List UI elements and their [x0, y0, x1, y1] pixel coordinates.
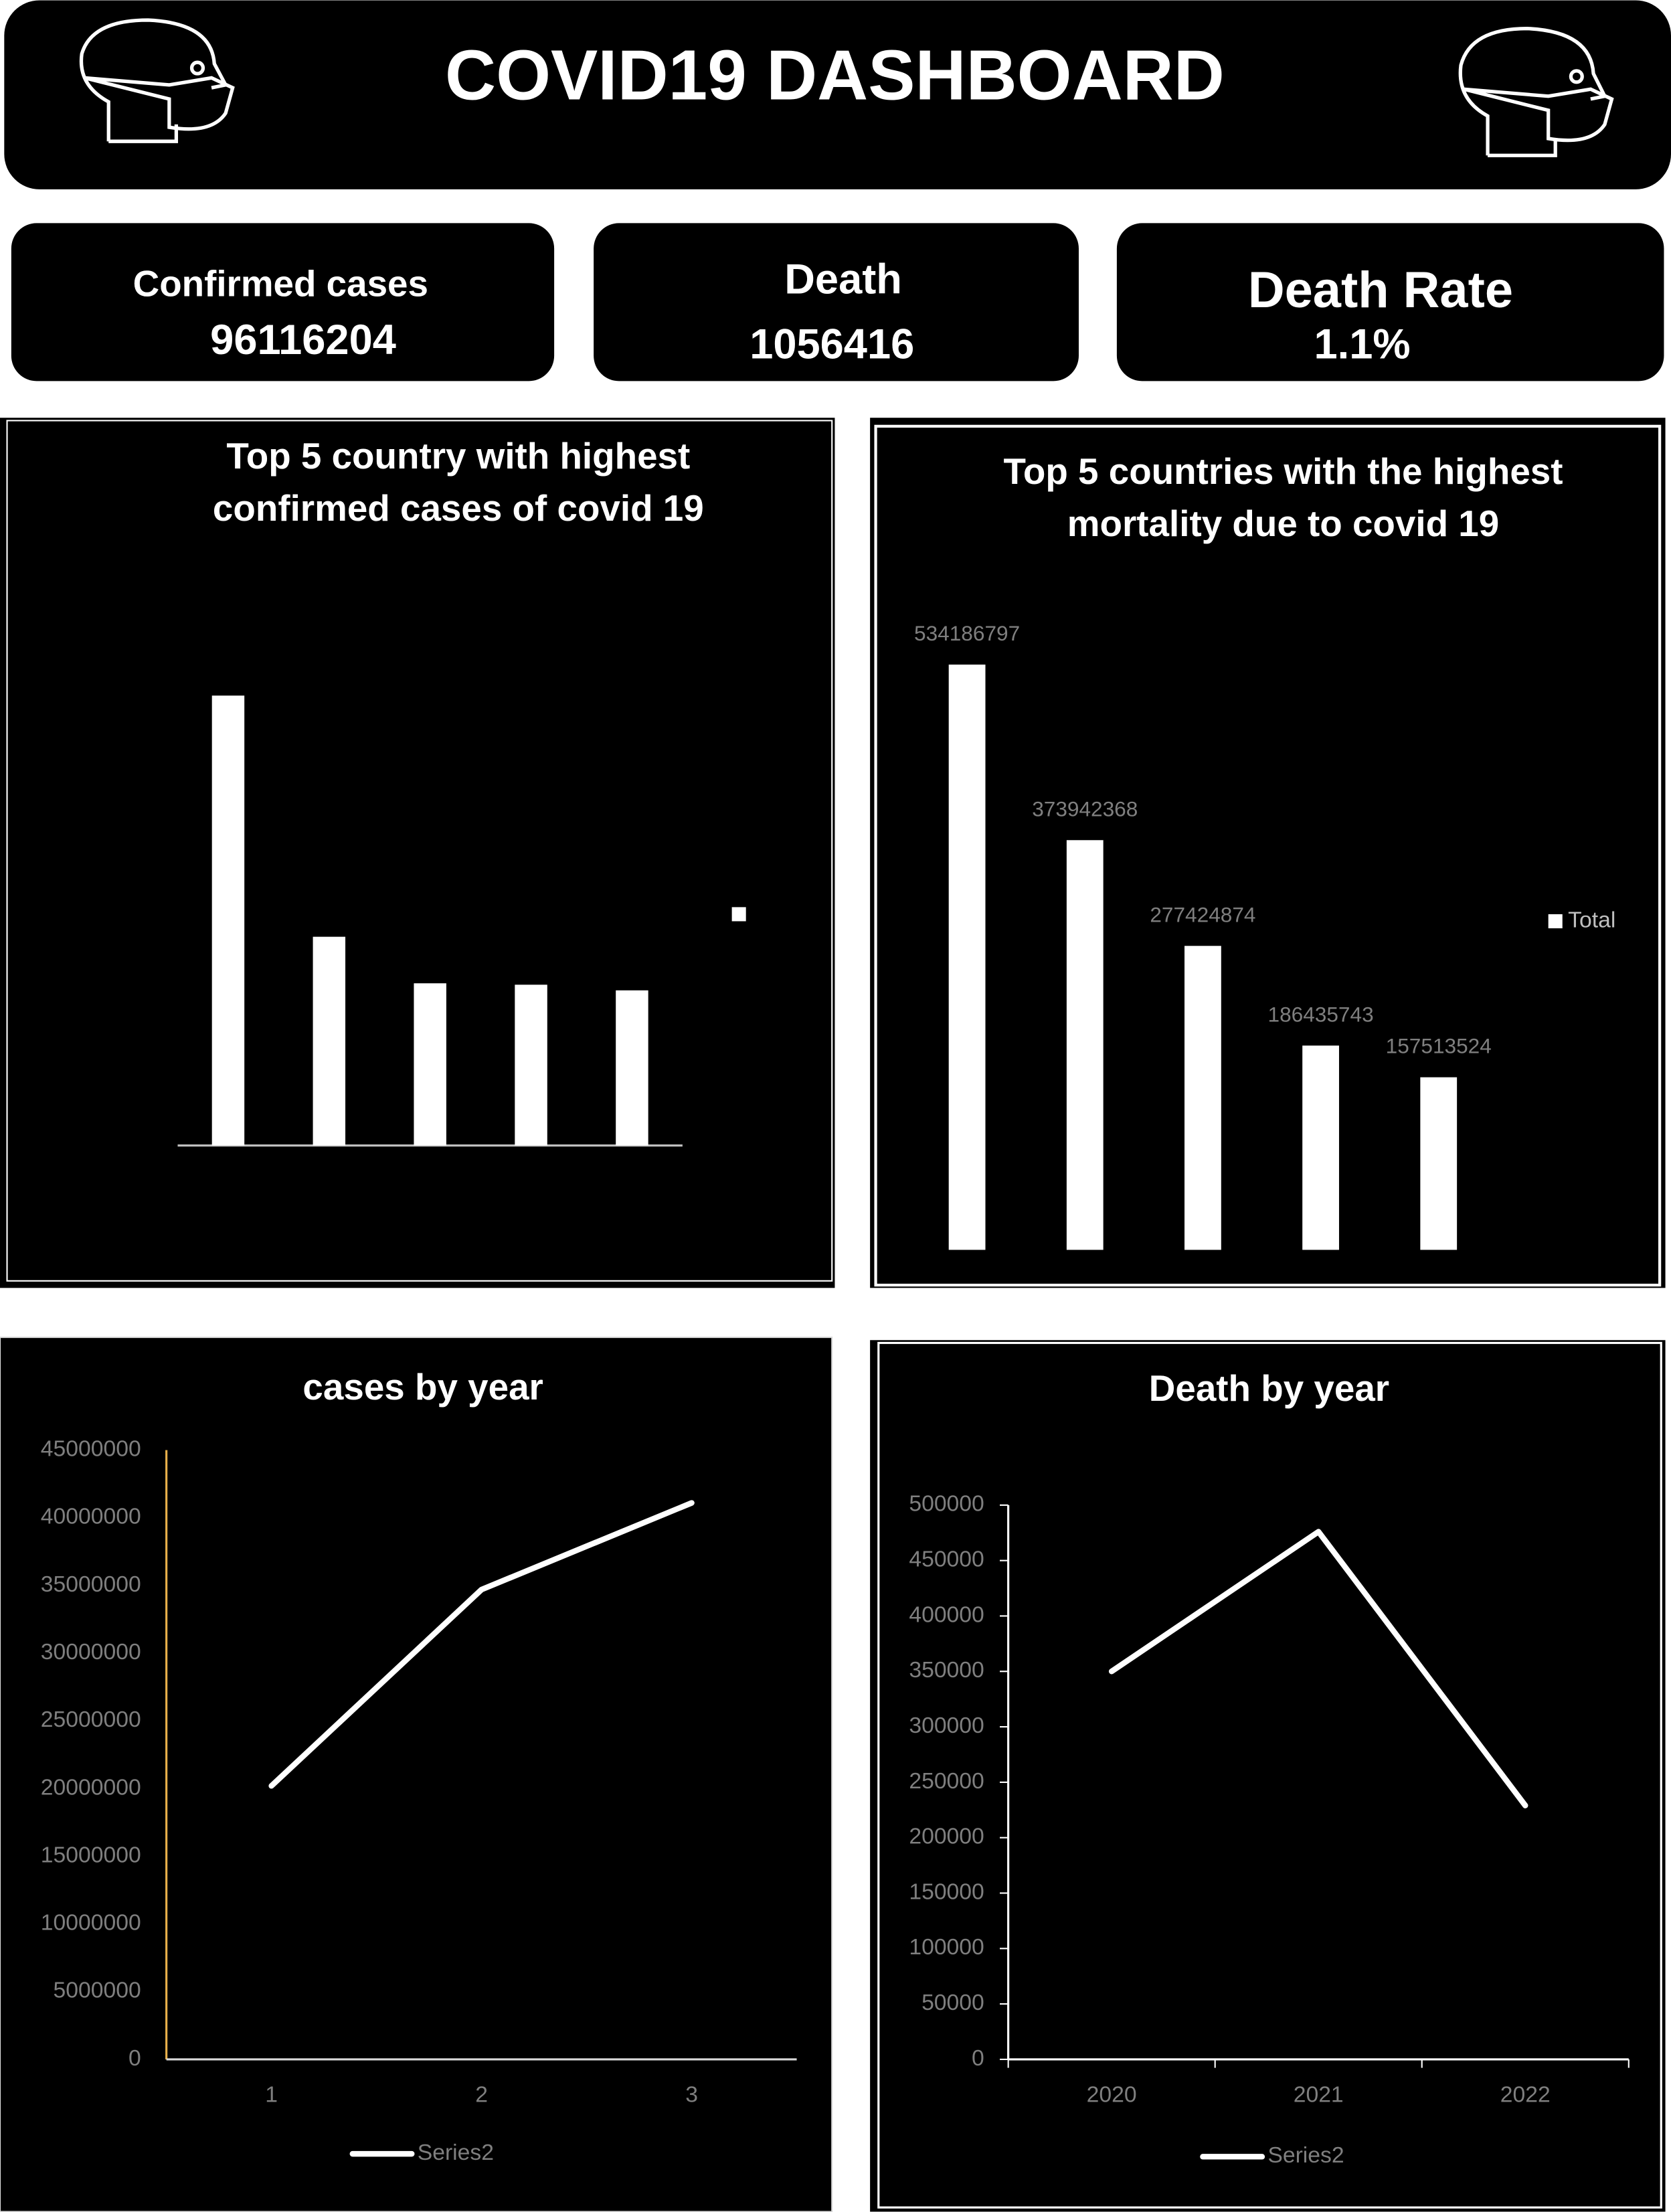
- x-tick-label: 2022: [1500, 2082, 1551, 2108]
- x-tick-label: 1: [265, 2082, 278, 2108]
- data-label: 157513524: [1386, 1034, 1492, 1058]
- bar: [414, 983, 446, 1146]
- y-tick-label: 15000000: [41, 1842, 141, 1867]
- chart-title-box: Top 5 country with highest confirmed cas…: [212, 434, 704, 529]
- mask-icon: [1458, 26, 1614, 157]
- bar: [211, 695, 245, 1146]
- bar: [948, 664, 986, 1250]
- chart-title: Top 5 countries with the highest mortali…: [1003, 450, 1563, 545]
- y-tick-label: 50000: [921, 1990, 984, 2015]
- mask-icon: [79, 18, 235, 143]
- kpi-value: 1056416: [750, 321, 914, 368]
- chart-title: Top 5 country with highest confirmed cas…: [212, 434, 704, 529]
- bar: [1066, 840, 1104, 1250]
- panel-border: [874, 424, 1662, 1287]
- kpi-label: Confirmed cases: [133, 263, 428, 305]
- y-tick-label: 500000: [909, 1491, 984, 1517]
- chart-panel: [0, 418, 835, 1288]
- data-label: 186435743: [1268, 1002, 1374, 1026]
- x-tick-label: 2020: [1087, 2082, 1137, 2108]
- legend-marker: [1548, 914, 1563, 928]
- legend-label: Series2: [418, 2140, 494, 2165]
- y-tick-label: 0: [128, 2045, 141, 2071]
- chart-title: cases by year: [302, 1365, 543, 1408]
- y-tick-label: 350000: [909, 1657, 984, 1683]
- kpi-value: 96116204: [210, 317, 396, 363]
- x-tick-label: 2021: [1294, 2082, 1344, 2108]
- data-label: 373942368: [1032, 796, 1138, 821]
- kpi-card: [1116, 223, 1664, 381]
- x-tick-label: 3: [685, 2082, 698, 2108]
- bar: [1420, 1077, 1458, 1250]
- header-panel: [4, 0, 1671, 189]
- y-tick-label: 35000000: [41, 1571, 141, 1597]
- bar: [1302, 1045, 1339, 1250]
- kpi-label: Death: [784, 256, 902, 303]
- chart-title-box: Death by year: [1148, 1367, 1390, 1410]
- kpi-card: [11, 223, 555, 381]
- panel-border: [6, 420, 833, 1282]
- y-tick-label: 0: [972, 2045, 984, 2071]
- bar: [313, 936, 346, 1146]
- y-tick-label: 10000000: [41, 1910, 141, 1936]
- y-tick-label: 150000: [909, 1879, 984, 1904]
- y-tick-label: 250000: [909, 1768, 984, 1794]
- x-tick-label: 2: [475, 2082, 488, 2108]
- y-tick-label: 25000000: [41, 1707, 141, 1732]
- legend-label: Total: [1568, 907, 1615, 932]
- series-line: [1108, 1529, 1528, 1808]
- bar: [616, 990, 648, 1146]
- chart-panel: [0, 1337, 833, 2212]
- chart-panel: [870, 418, 1666, 1288]
- y-tick-label: 300000: [909, 1713, 984, 1738]
- y-tick-label: 100000: [909, 1934, 984, 1960]
- y-tick-label: 20000000: [41, 1774, 141, 1800]
- chart-title-box: Top 5 countries with the highest mortali…: [1003, 450, 1563, 545]
- bar: [1184, 946, 1221, 1250]
- chart-panel: [870, 1340, 1666, 2212]
- y-tick-label: 40000000: [41, 1504, 141, 1529]
- series-line: [268, 1500, 695, 1789]
- dashboard-title: COVID19 DASHBOARD: [445, 36, 1225, 114]
- data-label: 277424874: [1150, 902, 1255, 926]
- chart-title-box: cases by year: [302, 1365, 543, 1408]
- legend-marker: [731, 907, 746, 922]
- y-tick-label: 450000: [909, 1547, 984, 1572]
- y-tick-label: 400000: [909, 1602, 984, 1627]
- legend-label: Series2: [1267, 2142, 1344, 2168]
- y-tick-label: 45000000: [41, 1436, 141, 1462]
- y-tick-label: 30000000: [41, 1639, 141, 1665]
- y-tick-label: 5000000: [53, 1978, 141, 2003]
- kpi-value: 1.1%: [1314, 321, 1410, 368]
- kpi-label: Death Rate: [1248, 262, 1513, 319]
- data-label: 534186797: [914, 621, 1020, 645]
- panel-border: [877, 1341, 1662, 2209]
- kpi-card: [594, 223, 1079, 381]
- bar: [515, 985, 547, 1146]
- y-tick-label: 200000: [909, 1824, 984, 1849]
- chart-title: Death by year: [1148, 1367, 1390, 1410]
